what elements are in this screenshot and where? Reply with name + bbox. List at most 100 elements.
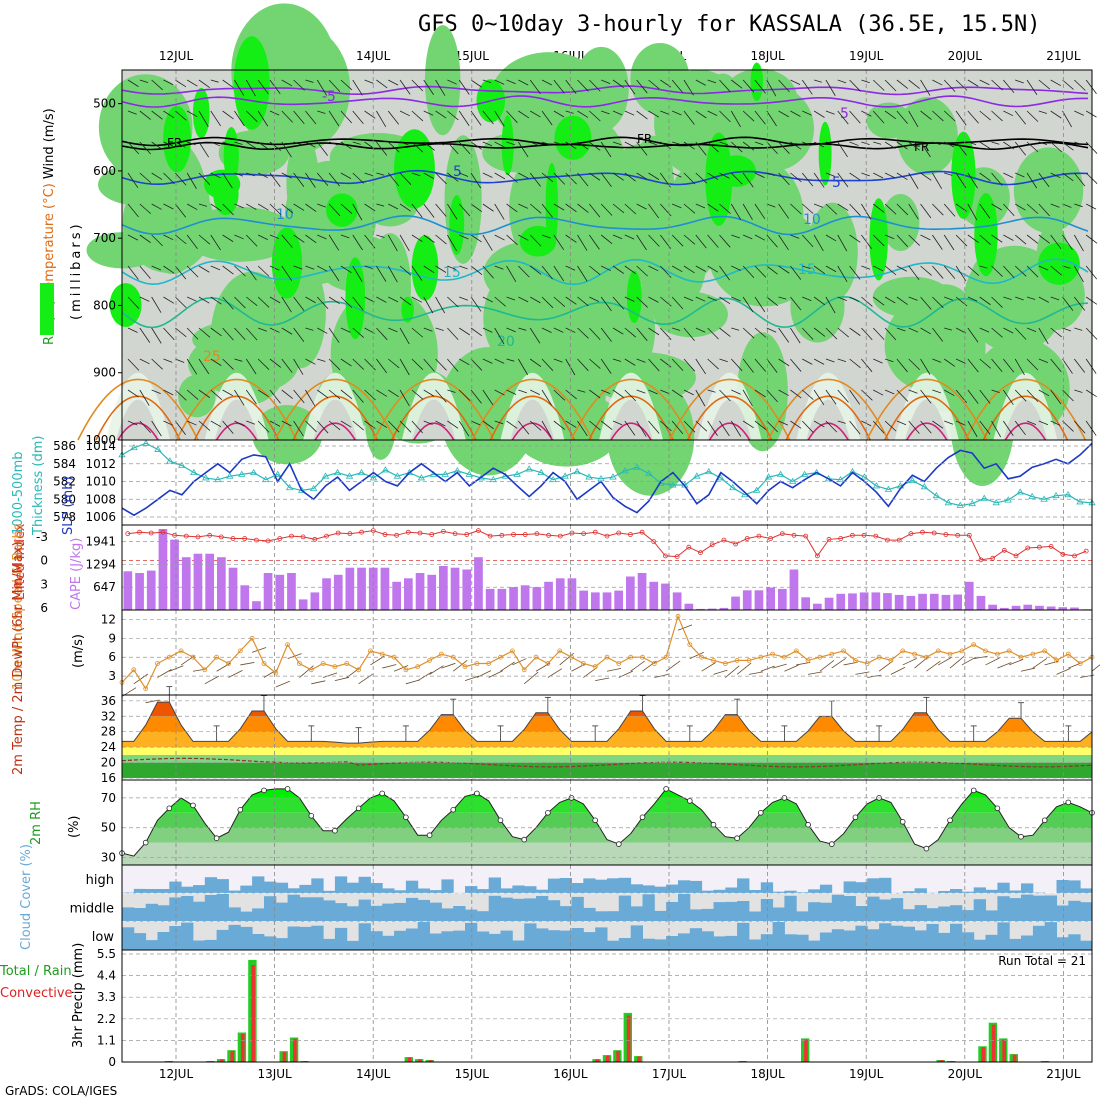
wind-barb	[210, 265, 221, 271]
wind-barb	[884, 265, 897, 276]
thickness-point	[202, 474, 210, 481]
temp-contour-10	[121, 214, 1089, 236]
thickness-point	[166, 457, 174, 464]
wind-barb	[896, 141, 908, 150]
wind-barb	[778, 234, 789, 251]
wind-barb	[731, 172, 743, 185]
cloud-cover-bar	[595, 911, 608, 922]
wind-barb	[808, 671, 823, 675]
cloud-cover-bar	[819, 884, 833, 894]
cloud-cover-bar	[950, 905, 963, 922]
cloud-cover-bar	[559, 906, 572, 922]
thickness-tick-label: 580	[53, 492, 76, 506]
wind-barb	[624, 265, 636, 275]
wind-barb	[186, 79, 198, 87]
wind-barb	[790, 265, 802, 280]
wind-barb	[873, 265, 884, 272]
wind-barb	[754, 141, 764, 146]
thickness-ylabel: 1000-500mb	[11, 451, 26, 535]
wind-barb	[269, 358, 282, 368]
wind-barb	[1026, 203, 1039, 214]
wind-barb	[257, 172, 268, 178]
wind-barb	[447, 420, 459, 429]
lifted-index-point	[709, 542, 715, 548]
lifted-index-point	[768, 536, 773, 541]
wind-barb	[742, 265, 755, 279]
wind-barb	[707, 389, 716, 393]
wind-speed-point	[1054, 658, 1059, 663]
wind-barb	[175, 327, 187, 338]
wind-barb	[695, 172, 708, 184]
wind-barb	[139, 110, 151, 120]
wind-barb	[1026, 358, 1039, 371]
thickness-point	[417, 474, 426, 481]
wind-barb	[163, 172, 175, 185]
wind-barb	[482, 296, 493, 303]
lifted-index-point	[487, 533, 493, 539]
rh-point	[261, 787, 267, 794]
temp-contour-minus5	[121, 95, 1088, 108]
wind-barb	[695, 389, 706, 407]
wind-barb	[529, 358, 542, 368]
contour-label: 5	[840, 106, 849, 122]
cape-bar	[754, 590, 764, 610]
wind-barb	[801, 327, 814, 340]
wind-barb	[565, 141, 577, 150]
cloud-cover-bar	[299, 884, 312, 894]
wind-barb	[766, 420, 779, 433]
thickness-point	[836, 475, 845, 483]
wind-tick-label: 9	[108, 631, 116, 645]
wind-barb	[470, 110, 482, 126]
wind-barb	[470, 327, 483, 337]
date-label-top: 18JUL	[750, 49, 785, 63]
wind-barb	[541, 327, 552, 333]
cloud-cover-bar	[133, 908, 147, 922]
wind-barb	[742, 389, 753, 407]
cloud-cover-bar	[512, 940, 525, 950]
wind-barb	[506, 265, 517, 282]
wind-barb	[813, 110, 825, 118]
wind-barb	[494, 203, 505, 220]
wind-barb	[305, 172, 316, 188]
wind-barb	[896, 172, 908, 180]
wind-barb	[387, 420, 400, 433]
wind-barb	[234, 327, 246, 341]
cloud-cover-bar	[559, 930, 572, 950]
wind-barb	[742, 141, 755, 151]
cloud-cover-bar	[808, 902, 821, 922]
wind-barb	[1050, 110, 1062, 119]
cloud-cover-bar	[488, 895, 501, 922]
cape-bar	[742, 590, 752, 610]
pressure-tick-label: 1000	[85, 433, 116, 447]
wind-barb	[352, 296, 364, 311]
cloud-cover-bar	[465, 922, 478, 950]
wind-barb	[293, 296, 305, 311]
wind-speed-point	[226, 661, 231, 666]
wind-barb	[1062, 389, 1074, 402]
wind-barb	[1003, 358, 1015, 373]
wind-barb	[464, 675, 480, 682]
cape-bar	[602, 592, 612, 610]
lifted-index-point	[417, 530, 423, 536]
wind-barb	[186, 172, 197, 189]
wind-barb	[825, 420, 838, 433]
thickness-tick-label: 582	[53, 475, 76, 489]
wind-barb	[328, 358, 341, 371]
wind-barb	[884, 141, 896, 149]
wind-barb	[671, 265, 683, 273]
wind-barb	[695, 358, 706, 375]
wind-barb	[541, 203, 553, 218]
wind-barb	[245, 79, 256, 97]
wind-barb	[648, 110, 659, 118]
rh-mid-area	[1013, 147, 1084, 234]
wind-barb	[506, 327, 516, 333]
rh-point	[190, 802, 196, 809]
wind-barb	[399, 389, 410, 407]
thickness-point	[752, 486, 761, 493]
wind-barb	[589, 141, 601, 151]
cloud-cover-bar	[204, 877, 218, 894]
thickness-point	[633, 463, 641, 470]
cloud-cover-bar	[961, 910, 975, 922]
wind-barb	[671, 420, 684, 435]
wind-barb	[920, 296, 932, 310]
